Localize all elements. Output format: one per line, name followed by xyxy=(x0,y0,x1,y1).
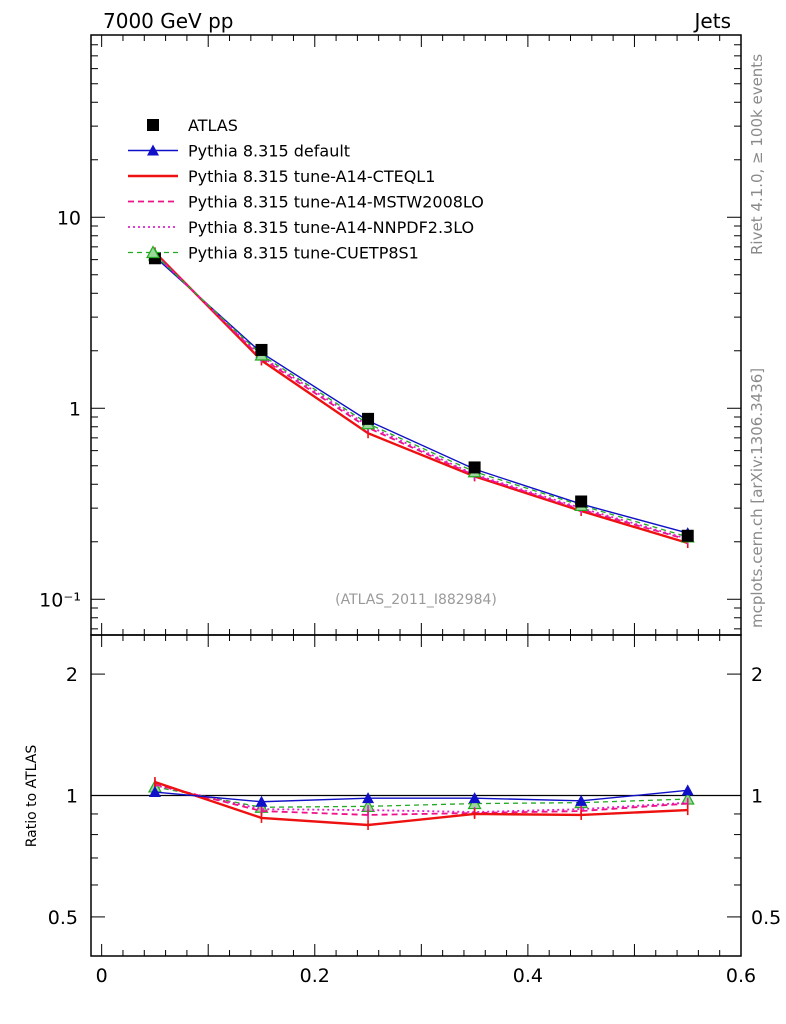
legend-label: ATLAS xyxy=(188,116,238,135)
series-pythia-8-315-tune-cuetp8s1 xyxy=(147,247,695,543)
marker-3 xyxy=(468,461,481,474)
ratio-panel: 2 2 1 1 0.5 0.5 0 0.2 0.4 0.6 xyxy=(48,634,781,987)
ratio-series-line xyxy=(154,783,688,816)
legend-label: Pythia 8.315 tune-A14-NNPDF2.3LO xyxy=(188,218,474,237)
x-tick-label: 0.4 xyxy=(513,965,543,987)
marker-2 xyxy=(362,792,375,804)
ratio-series-line xyxy=(154,786,688,808)
legend-entry: Pythia 8.315 tune-A14-NNPDF2.3LO xyxy=(128,218,474,237)
series-pythia-8-315-tune-a14-mstw2008lo xyxy=(154,248,689,545)
legend-label: Pythia 8.315 tune-CUETP8S1 xyxy=(188,244,419,263)
ratio-series-pythia-8-315-tune-a14-cteql1 xyxy=(154,777,689,831)
series-pythia-8-315-tune-a14-cteql1 xyxy=(154,247,689,549)
series-line xyxy=(154,254,688,538)
legend: ATLAS Pythia 8.315 default Pythia 8.315 tu… xyxy=(128,116,484,263)
series-line xyxy=(154,256,688,534)
x-tick-label: 0.2 xyxy=(300,965,330,987)
series-pythia-8-315-tune-a14-nnpdf2-3lo xyxy=(154,249,689,544)
legend-entry: Pythia 8.315 default xyxy=(128,142,350,161)
marker-5 xyxy=(681,529,694,542)
main-y-tick-label: 1 xyxy=(69,398,81,420)
marker-3 xyxy=(468,792,481,804)
x-tick-label: 0.6 xyxy=(726,965,756,987)
series-line xyxy=(154,251,689,545)
marker-1 xyxy=(255,795,268,807)
legend-entry: Pythia 8.315 tune-CUETP8S1 xyxy=(128,244,419,263)
legend-entry: ATLAS xyxy=(147,116,238,135)
series-atlas xyxy=(148,252,694,542)
x-tick-label: 0 xyxy=(96,965,108,987)
legend-label: Pythia 8.315 tune-A14-CTEQL1 xyxy=(188,167,435,186)
reference-label: (ATLAS_2011_I882984) xyxy=(335,592,497,608)
main-y-tick-label: 10⁻¹ xyxy=(39,589,81,611)
legend-label: Pythia 8.315 tune-A14-MSTW2008LO xyxy=(188,193,484,212)
legend-label: Pythia 8.315 default xyxy=(188,142,350,161)
ratio-y-tick-label: 1 xyxy=(66,786,78,808)
marker-4 xyxy=(575,495,588,508)
series-line xyxy=(154,253,688,540)
series-pythia-8-315-default xyxy=(148,250,694,539)
marker-5 xyxy=(681,784,694,796)
marker-0 xyxy=(148,252,161,265)
ratio-y-axis-label: Ratio to ATLAS xyxy=(24,745,40,848)
ratio-y-tick-label-right: 0.5 xyxy=(751,907,781,929)
series-line xyxy=(154,252,688,541)
legend-entry: Pythia 8.315 tune-A14-MSTW2008LO xyxy=(128,193,484,212)
ratio-y-tick-label-right: 2 xyxy=(751,664,763,686)
main-y-tick-label: 10 xyxy=(57,207,81,229)
mcplots-label: mcplots.cern.ch [arXiv:1306.3436] xyxy=(748,368,766,628)
legend-symbol xyxy=(147,119,159,131)
marker-2 xyxy=(362,412,375,425)
ratio-series-line xyxy=(154,780,688,827)
marker-0 xyxy=(148,786,161,798)
header-right-title: Jets xyxy=(693,9,731,33)
rivet-version-label: Rivet 4.1.0, ≥ 100k events xyxy=(748,54,766,255)
marker-legend xyxy=(147,144,159,156)
legend-entry: Pythia 8.315 tune-A14-CTEQL1 xyxy=(128,167,435,186)
ratio-series-pythia-8-315-default xyxy=(148,784,694,807)
ratio-y-tick-label-right: 1 xyxy=(751,786,763,808)
ratio-series-line xyxy=(154,784,688,813)
ratio-y-tick-label: 2 xyxy=(66,664,78,686)
marker-1 xyxy=(255,343,268,356)
marker-legend xyxy=(145,245,161,259)
ratio-y-tick-label: 0.5 xyxy=(48,907,78,929)
ratio-series-line xyxy=(154,789,688,803)
marker-4 xyxy=(575,794,588,806)
header-left-title: 7000 GeV pp xyxy=(103,9,234,33)
main-panel: 10 1 10⁻¹ xyxy=(39,34,742,636)
